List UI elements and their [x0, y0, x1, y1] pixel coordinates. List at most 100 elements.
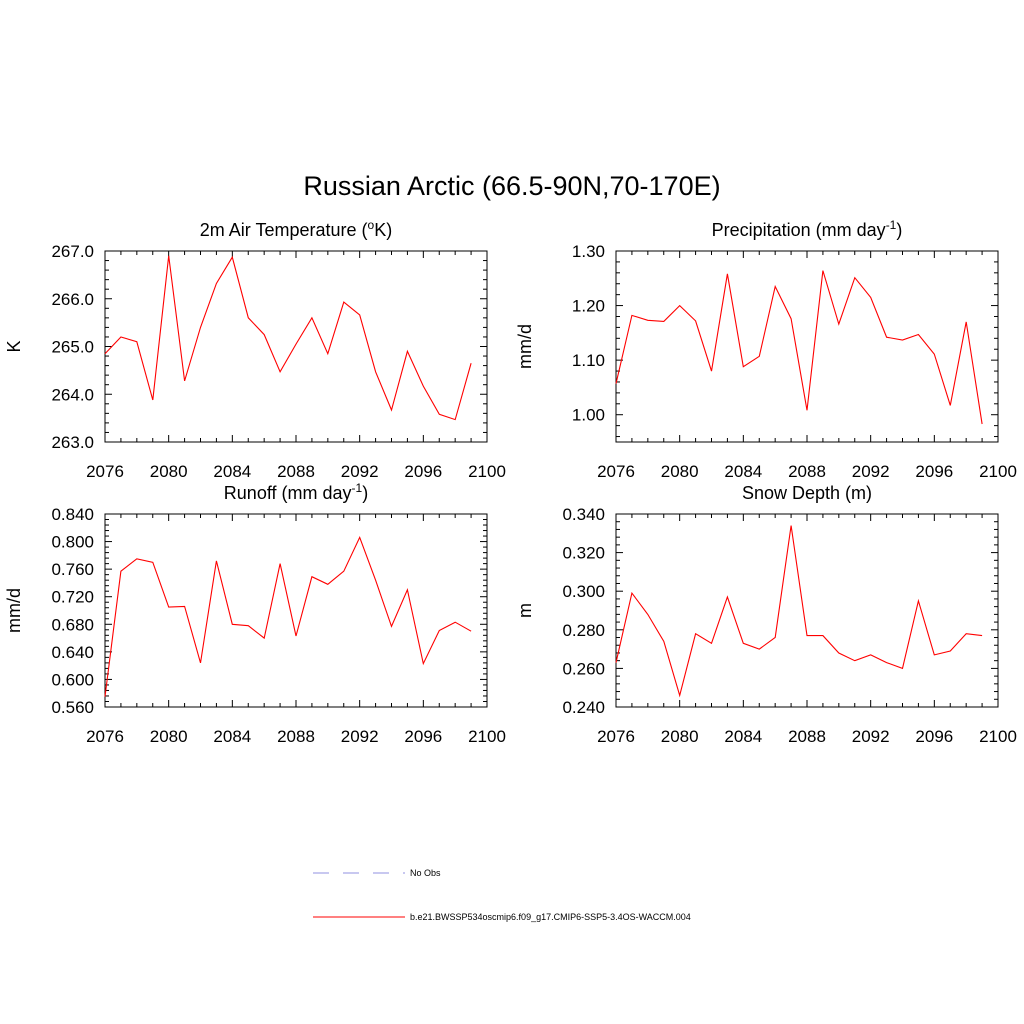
- runoff-point: [247, 624, 250, 627]
- snow-xtick-label: 2088: [788, 727, 826, 746]
- runoff-point: [470, 630, 473, 633]
- panel-runoff: Runoff (mm day-1) mm/d 2076 2080 2084 2088 209…: [4, 481, 506, 746]
- runoff-point: [151, 561, 154, 564]
- temp-point: [342, 301, 345, 304]
- snow-point: [869, 653, 872, 656]
- snow-ytick-label: 0.280: [562, 621, 605, 640]
- temp-xtick-label: 2092: [341, 462, 379, 481]
- runoff-xtick-label: 2088: [277, 727, 315, 746]
- runoff-point: [295, 635, 298, 638]
- snow-ylabel: m: [515, 603, 535, 618]
- precip-point: [981, 422, 984, 425]
- snow-point: [742, 642, 745, 645]
- runoff-ylabel: mm/d: [4, 588, 24, 633]
- snow-point: [774, 636, 777, 639]
- temp-point: [422, 385, 425, 388]
- snow-point: [933, 653, 936, 656]
- runoff-ytick-label: 0.840: [51, 505, 94, 524]
- snow-point: [837, 651, 840, 654]
- temp-point: [135, 340, 138, 343]
- runoff-point: [454, 621, 457, 624]
- precip-point: [869, 296, 872, 299]
- precip-point: [758, 355, 761, 358]
- snow-series-line: [615, 525, 983, 698]
- temp-point: [183, 379, 186, 382]
- precip-xtick-label: 2076: [597, 462, 635, 481]
- snow-point: [949, 650, 952, 653]
- runoff-point: [104, 695, 107, 698]
- temp-ytick-label: 264.0: [51, 385, 94, 404]
- runoff-series-line: [104, 535, 472, 697]
- runoff-xtick-label: 2076: [86, 727, 124, 746]
- snow-point: [885, 661, 888, 664]
- temp-xtick-label: 2076: [86, 462, 124, 481]
- snow-ytick-label: 0.240: [562, 698, 605, 717]
- snow-point: [646, 613, 649, 616]
- precip-frame: [615, 250, 999, 443]
- precip-point: [821, 269, 824, 272]
- temp-point: [279, 370, 282, 373]
- temp-point: [263, 333, 266, 336]
- runoff-xtick-label: 2096: [404, 727, 442, 746]
- runoff-ytick-label: 0.560: [51, 698, 94, 717]
- temp-frame: [104, 250, 488, 443]
- precip-xtick-label: 2088: [788, 462, 826, 481]
- precip-point: [646, 319, 649, 322]
- snow-point: [806, 634, 809, 637]
- precip-ytick-label: 1.00: [572, 406, 605, 425]
- precip-point: [790, 317, 793, 320]
- temp-title: 2m Air Temperature (oK): [200, 218, 392, 240]
- temp-xtick-label: 2084: [213, 462, 251, 481]
- panel-snow: Snow Depth (m) m 2076 2080 2084 2088 2092 2096 2…: [515, 483, 1017, 746]
- figure-title: Russian Arctic (66.5-90N,70-170E): [303, 171, 720, 201]
- snow-point: [726, 595, 729, 598]
- snow-point: [821, 634, 824, 637]
- runoff-point: [406, 588, 409, 591]
- runoff-xtick-label: 2092: [341, 727, 379, 746]
- runoff-ytick-label: 0.800: [51, 533, 94, 552]
- runoff-point: [342, 570, 345, 573]
- panel-precip: Precipitation (mm day-1) mm/d 2076 2080 2084…: [515, 218, 1017, 481]
- snow-ytick-label: 0.340: [562, 505, 605, 524]
- temp-point: [167, 254, 170, 257]
- snow-point: [790, 524, 793, 527]
- precip-point: [726, 272, 729, 275]
- precip-point: [901, 338, 904, 341]
- temp-point: [231, 256, 234, 259]
- panel-temp: 2m Air Temperature (oK) K 2076 2080 2084 2088…: [4, 218, 506, 481]
- precip-point: [806, 409, 809, 412]
- runoff-ytick-label: 0.760: [51, 560, 94, 579]
- precip-ytick-label: 1.30: [572, 242, 605, 261]
- snow-ytick-label: 0.260: [562, 659, 605, 678]
- precip-xtick-label: 2100: [979, 462, 1017, 481]
- snow-point: [615, 661, 618, 664]
- temp-point: [199, 326, 202, 329]
- precip-point: [917, 333, 920, 336]
- snow-title: Snow Depth (m): [742, 483, 872, 503]
- snow-point: [853, 659, 856, 662]
- snow-point: [662, 640, 665, 643]
- temp-point: [295, 343, 298, 346]
- precip-ylabel: mm/d: [515, 324, 535, 369]
- precip-point: [742, 365, 745, 368]
- precip-point: [949, 404, 952, 407]
- runoff-ytick-label: 0.680: [51, 615, 94, 634]
- runoff-xtick-label: 2084: [213, 727, 251, 746]
- snow-point: [710, 642, 713, 645]
- precip-xtick-label: 2092: [852, 462, 890, 481]
- snow-point: [981, 634, 984, 637]
- temp-ytick-label: 266.0: [51, 290, 94, 309]
- runoff-point: [279, 562, 282, 565]
- precip-series-line: [615, 270, 983, 425]
- runoff-point: [422, 662, 425, 665]
- precip-point: [885, 336, 888, 339]
- temp-xtick-label: 2096: [404, 462, 442, 481]
- precip-point: [694, 319, 697, 322]
- runoff-ytick-label: 0.720: [51, 588, 94, 607]
- legend-obs-label: No Obs: [410, 868, 441, 878]
- snow-ytick-label: 0.300: [562, 582, 605, 601]
- snow-xtick-label: 2080: [661, 727, 699, 746]
- snow-frame: [615, 513, 999, 708]
- runoff-point: [438, 629, 441, 632]
